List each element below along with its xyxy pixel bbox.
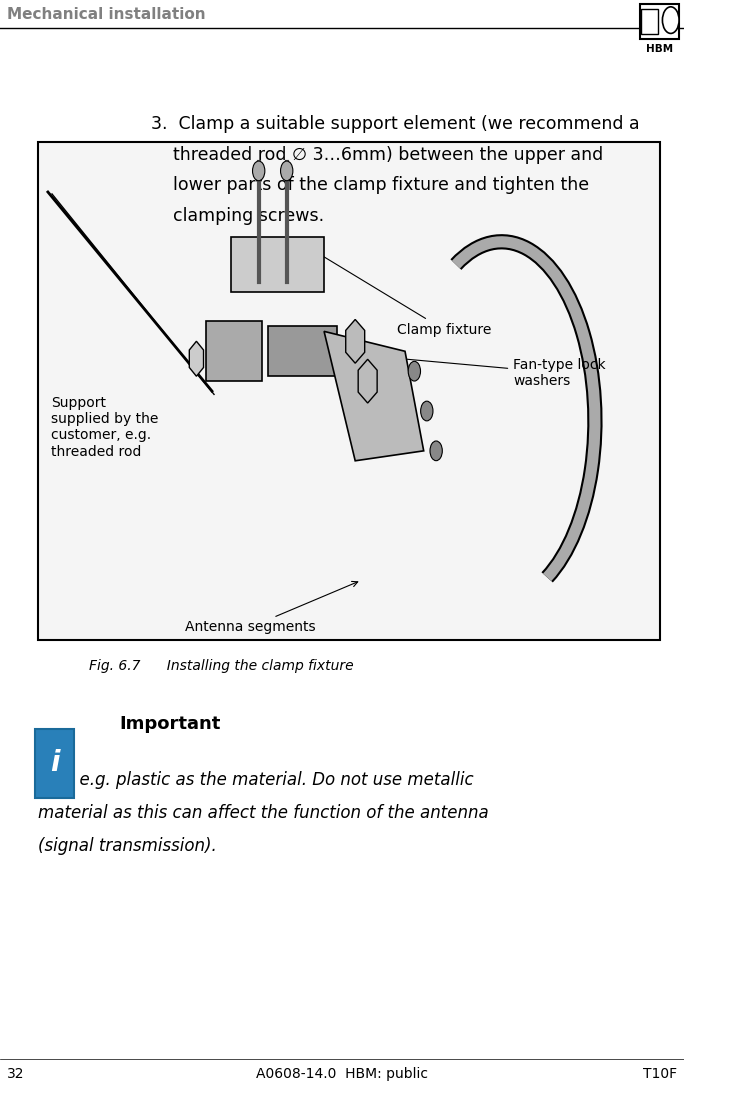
Text: Support
supplied by the
customer, e.g.
threaded rod: Support supplied by the customer, e.g. t…	[51, 396, 159, 458]
FancyBboxPatch shape	[37, 142, 660, 640]
Text: Antenna segments: Antenna segments	[185, 581, 357, 635]
Polygon shape	[358, 359, 377, 403]
Circle shape	[430, 441, 442, 461]
Circle shape	[281, 161, 293, 181]
Text: 3.  Clamp a suitable support element (we recommend a: 3. Clamp a suitable support element (we …	[151, 115, 639, 132]
Text: threaded rod ∅ 3…6mm) between the upper and: threaded rod ∅ 3…6mm) between the upper …	[151, 146, 603, 163]
Text: 32: 32	[7, 1067, 24, 1081]
Text: Fig. 6.7      Installing the clamp fixture: Fig. 6.7 Installing the clamp fixture	[89, 659, 354, 673]
Circle shape	[420, 401, 433, 421]
Text: clamping screws.: clamping screws.	[151, 207, 324, 224]
Text: (signal transmission).: (signal transmission).	[37, 837, 216, 854]
Text: Clamp fixture: Clamp fixture	[303, 244, 491, 337]
Circle shape	[252, 161, 265, 181]
Text: HBM: HBM	[646, 44, 673, 54]
Text: T10F: T10F	[643, 1067, 678, 1081]
Text: lower parts of the clamp fixture and tighten the: lower parts of the clamp fixture and tig…	[151, 176, 588, 194]
Text: Fan-type lock
washers: Fan-type lock washers	[378, 354, 606, 388]
Text: i: i	[50, 749, 59, 777]
Text: material as this can affect the function of the antenna: material as this can affect the function…	[37, 804, 488, 822]
FancyBboxPatch shape	[205, 322, 262, 381]
Polygon shape	[189, 341, 203, 376]
Circle shape	[408, 361, 420, 381]
Text: Important: Important	[120, 715, 221, 733]
FancyBboxPatch shape	[35, 729, 75, 798]
FancyBboxPatch shape	[231, 236, 324, 291]
Polygon shape	[346, 319, 365, 363]
FancyBboxPatch shape	[268, 326, 336, 376]
FancyBboxPatch shape	[640, 4, 680, 39]
Text: Mechanical installation: Mechanical installation	[7, 7, 205, 22]
Polygon shape	[324, 331, 424, 461]
FancyBboxPatch shape	[641, 9, 658, 35]
Text: Use, e.g. plastic as the material. Do not use metallic: Use, e.g. plastic as the material. Do no…	[37, 771, 473, 789]
Circle shape	[662, 7, 679, 34]
Text: A0608-14.0  HBM: public: A0608-14.0 HBM: public	[256, 1067, 428, 1081]
